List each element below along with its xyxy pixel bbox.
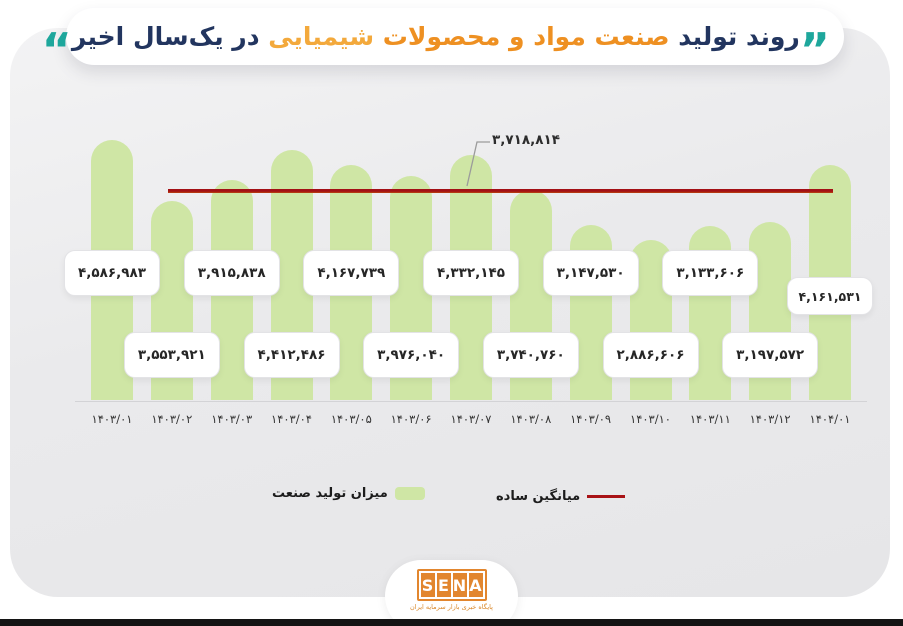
title-segment-period: در یک‌سال اخیر xyxy=(71,22,260,51)
x-axis-label-1403/09: ۱۴۰۳/۰۹ xyxy=(570,412,612,426)
legend-line-swatch-icon xyxy=(587,495,626,498)
x-axis-label-1403/12: ۱۴۰۳/۱۲ xyxy=(749,412,791,426)
x-axis-label-1403/08: ۱۴۰۳/۰۸ xyxy=(510,412,552,426)
value-box-1403/04: ۴,۴۱۲,۴۸۶ xyxy=(243,332,340,378)
x-axis-label-1403/11: ۱۴۰۳/۱۱ xyxy=(689,412,731,426)
legend-label-average: میانگین ساده xyxy=(496,489,581,504)
legend-bar-swatch-icon xyxy=(394,487,425,500)
x-axis-label-1404/01: ۱۴۰۴/۰۱ xyxy=(809,412,851,426)
legend-item-production: میزان تولید صنعت xyxy=(272,486,425,501)
average-line xyxy=(168,189,833,194)
value-box-1403/12: ۳,۱۹۷,۵۷۲ xyxy=(722,332,819,378)
x-axis-label-1403/10: ۱۴۰۳/۱۰ xyxy=(630,412,671,426)
average-value-annotation: ۳,۷۱۸,۸۱۴ xyxy=(492,132,560,148)
x-axis-label-1403/01: ۱۴۰۳/۰۱ xyxy=(91,412,133,426)
value-box-1403/05: ۴,۱۶۷,۷۳۹ xyxy=(303,250,400,296)
value-box-1403/06: ۳,۹۷۶,۰۴۰ xyxy=(363,332,460,378)
legend-label-production: میزان تولید صنعت xyxy=(272,486,388,501)
sena-letter-E: E xyxy=(436,573,451,597)
title-banner: ” روند تولید صنعت مواد و محصولات شیمیایی… xyxy=(42,8,844,73)
sena-letter-S: S xyxy=(420,573,435,597)
x-axis-label-1403/06: ۱۴۰۳/۰۶ xyxy=(390,412,432,426)
value-box-1404/01: ۴,۱۶۱,۵۳۱ xyxy=(787,277,873,315)
title-segment-industry: صنعت مواد و محصولات xyxy=(382,22,670,51)
x-axis-baseline xyxy=(75,401,867,402)
value-box-1403/07: ۴,۳۳۲,۱۴۵ xyxy=(423,250,519,296)
x-axis-label-1403/05: ۱۴۰۳/۰۵ xyxy=(330,412,372,426)
page-title: روند تولید صنعت مواد و محصولات شیمیایی د… xyxy=(72,22,800,51)
value-box-1403/11: ۳,۱۳۳,۶۰۶ xyxy=(662,250,759,296)
legend-item-average: میانگین ساده xyxy=(496,489,626,504)
value-box-1403/10: ۲,۸۸۶,۶۰۶ xyxy=(602,332,699,378)
value-box-1403/01: ۴,۵۸۶,۹۸۳ xyxy=(64,250,160,296)
title-segment-trend: روند تولید xyxy=(678,22,800,51)
value-box-1403/02: ۳,۵۵۳,۹۲۱ xyxy=(123,332,220,378)
sena-letter-N: N xyxy=(452,573,467,597)
x-axis-label-1403/03: ۱۴۰۳/۰۳ xyxy=(211,412,253,426)
x-axis-label-1403/04: ۱۴۰۳/۰۴ xyxy=(271,412,312,426)
bottom-border xyxy=(0,619,903,626)
x-axis-label-1403/07: ۱۴۰۳/۰۷ xyxy=(450,412,492,426)
value-box-1403/08: ۳,۷۴۰,۷۶۰ xyxy=(482,332,579,378)
title-segment-chemical: شیمیایی xyxy=(268,22,375,51)
value-box-1403/03: ۳,۹۱۵,۸۳۸ xyxy=(183,250,280,296)
x-axis-label-1403/02: ۱۴۰۳/۰۲ xyxy=(151,412,193,426)
value-box-1403/09: ۳,۱۴۷,۵۳۰ xyxy=(542,250,639,296)
sena-letter-A: A xyxy=(468,573,483,597)
sena-tagline: پایگاه خبری بازار سرمایه ایران xyxy=(410,603,493,611)
